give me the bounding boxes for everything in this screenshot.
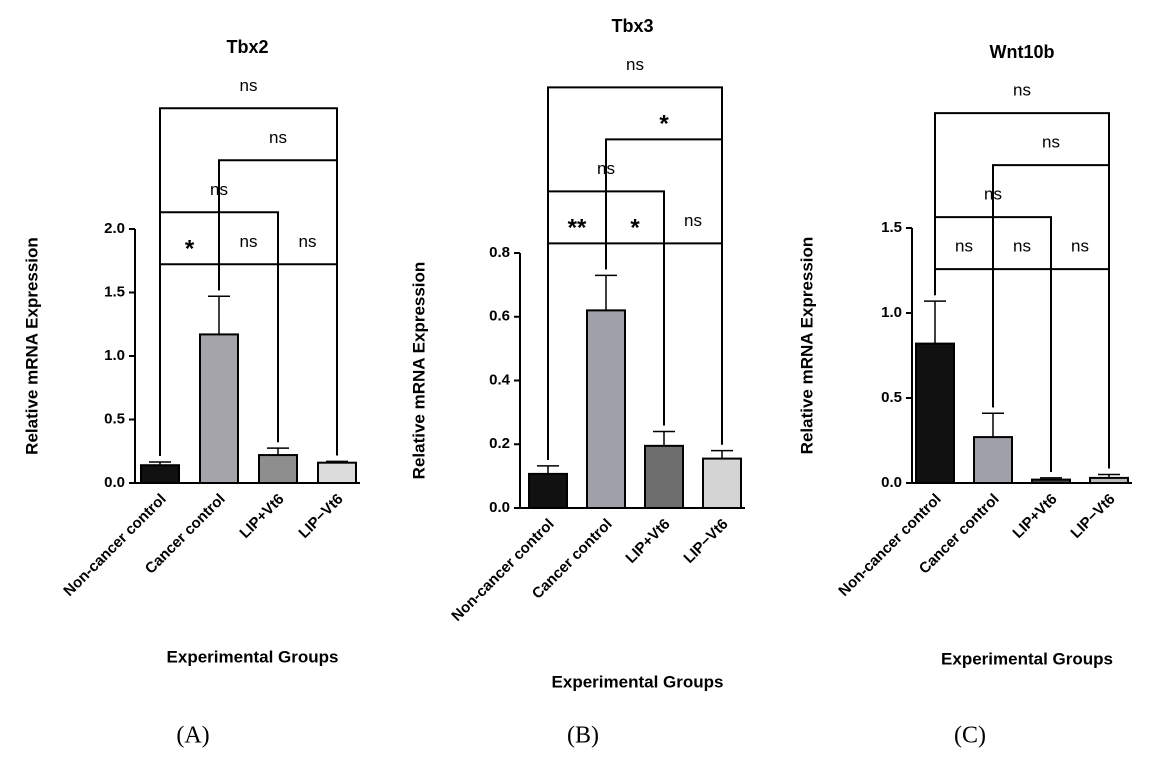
significance-label: ns bbox=[240, 76, 258, 95]
y-tick-label: 2.0 bbox=[104, 220, 125, 237]
bar bbox=[258, 454, 298, 484]
bar bbox=[1031, 478, 1071, 485]
significance-label: ns bbox=[684, 211, 702, 230]
significance-label: ns bbox=[955, 237, 973, 256]
significance-bracket bbox=[159, 107, 338, 457]
x-tick-label: LIP−Vt6 bbox=[295, 491, 346, 542]
y-label-group: Relative mRNA Expression bbox=[797, 237, 816, 455]
bar bbox=[317, 461, 357, 484]
category-label-group: LIP+Vt6 bbox=[236, 491, 287, 542]
chart-title: Wnt10b bbox=[990, 42, 1055, 62]
y-tick-label: 0.0 bbox=[881, 474, 902, 491]
significance-label: * bbox=[185, 236, 195, 263]
x-tick-label: LIP−Vt6 bbox=[1067, 491, 1118, 542]
significance-bracket bbox=[277, 263, 338, 456]
y-tick-label: 0.4 bbox=[489, 371, 511, 388]
category-label-group: LIP−Vt6 bbox=[295, 491, 346, 542]
category-label-group: LIP−Vt6 bbox=[680, 516, 731, 567]
bar bbox=[702, 457, 742, 509]
x-tick-label: LIP+Vt6 bbox=[236, 491, 287, 542]
bar bbox=[528, 472, 568, 509]
x-tick-label: LIP−Vt6 bbox=[680, 516, 731, 567]
y-tick-label: 0.8 bbox=[489, 244, 510, 261]
y-tick-label: 1.5 bbox=[104, 283, 125, 300]
x-tick-label: LIP+Vt6 bbox=[1009, 491, 1060, 542]
significance-label: ns bbox=[626, 55, 644, 74]
y-tick-label: 1.0 bbox=[104, 347, 125, 364]
panel-label: (B) bbox=[567, 723, 599, 749]
y-tick-label: 1.0 bbox=[881, 304, 902, 321]
y-tick-label: 0.0 bbox=[104, 474, 125, 491]
category-label-group: LIP+Vt6 bbox=[1009, 491, 1060, 542]
significance-label: ns bbox=[269, 128, 287, 147]
x-axis-label: Experimental Groups bbox=[941, 649, 1113, 668]
chart-title: Tbx3 bbox=[611, 16, 653, 36]
significance-label: ns bbox=[1042, 133, 1060, 152]
category-label-group: Non-cancer control bbox=[835, 491, 944, 600]
significance-bracket bbox=[663, 242, 723, 445]
y-axis-label: Relative mRNA Expression bbox=[22, 237, 41, 455]
category-label-group: Non-cancer control bbox=[448, 516, 557, 625]
significance-label: ** bbox=[568, 215, 587, 242]
y-axis-label: Relative mRNA Expression bbox=[409, 262, 428, 480]
significance-bracket bbox=[934, 112, 1110, 469]
x-tick-label: Non-cancer control bbox=[835, 491, 944, 600]
significance-bracket bbox=[547, 86, 723, 460]
y-axis-label: Relative mRNA Expression bbox=[797, 237, 816, 455]
y-tick-label: 0.5 bbox=[881, 389, 902, 406]
significance-bracket bbox=[1050, 268, 1110, 472]
bar bbox=[140, 464, 180, 485]
significance-label: ns bbox=[240, 232, 258, 251]
significance-label: ns bbox=[1071, 237, 1089, 256]
y-tick-label: 0.5 bbox=[104, 410, 125, 427]
x-axis-label: Experimental Groups bbox=[552, 672, 724, 691]
y-label-group: Relative mRNA Expression bbox=[22, 237, 41, 455]
significance-label: * bbox=[659, 111, 669, 138]
panel-label: (C) bbox=[954, 723, 986, 749]
chart-title: Tbx2 bbox=[226, 37, 268, 57]
significance-label: ns bbox=[299, 232, 317, 251]
x-tick-label: LIP+Vt6 bbox=[622, 516, 673, 567]
y-tick-label: 1.5 bbox=[881, 219, 902, 236]
category-label-group: Non-cancer control bbox=[60, 491, 169, 600]
bar bbox=[1089, 476, 1129, 484]
significance-label: ns bbox=[1013, 237, 1031, 256]
x-tick-label: Non-cancer control bbox=[60, 491, 169, 600]
y-tick-label: 0.6 bbox=[489, 308, 510, 325]
panel-label: (A) bbox=[176, 723, 209, 749]
x-axis-label: Experimental Groups bbox=[167, 647, 339, 666]
bar bbox=[973, 436, 1013, 485]
bar bbox=[644, 444, 684, 509]
x-tick-label: Non-cancer control bbox=[448, 516, 557, 625]
significance-label: * bbox=[630, 215, 640, 242]
y-tick-label: 0.2 bbox=[489, 435, 510, 452]
significance-label: ns bbox=[1013, 81, 1031, 100]
category-label-group: LIP+Vt6 bbox=[622, 516, 673, 567]
y-tick-label: 0.0 bbox=[489, 499, 510, 516]
bar bbox=[915, 342, 955, 484]
bar bbox=[199, 333, 239, 484]
y-label-group: Relative mRNA Expression bbox=[409, 262, 428, 480]
bar bbox=[586, 309, 626, 509]
category-label-group: LIP−Vt6 bbox=[1067, 491, 1118, 542]
